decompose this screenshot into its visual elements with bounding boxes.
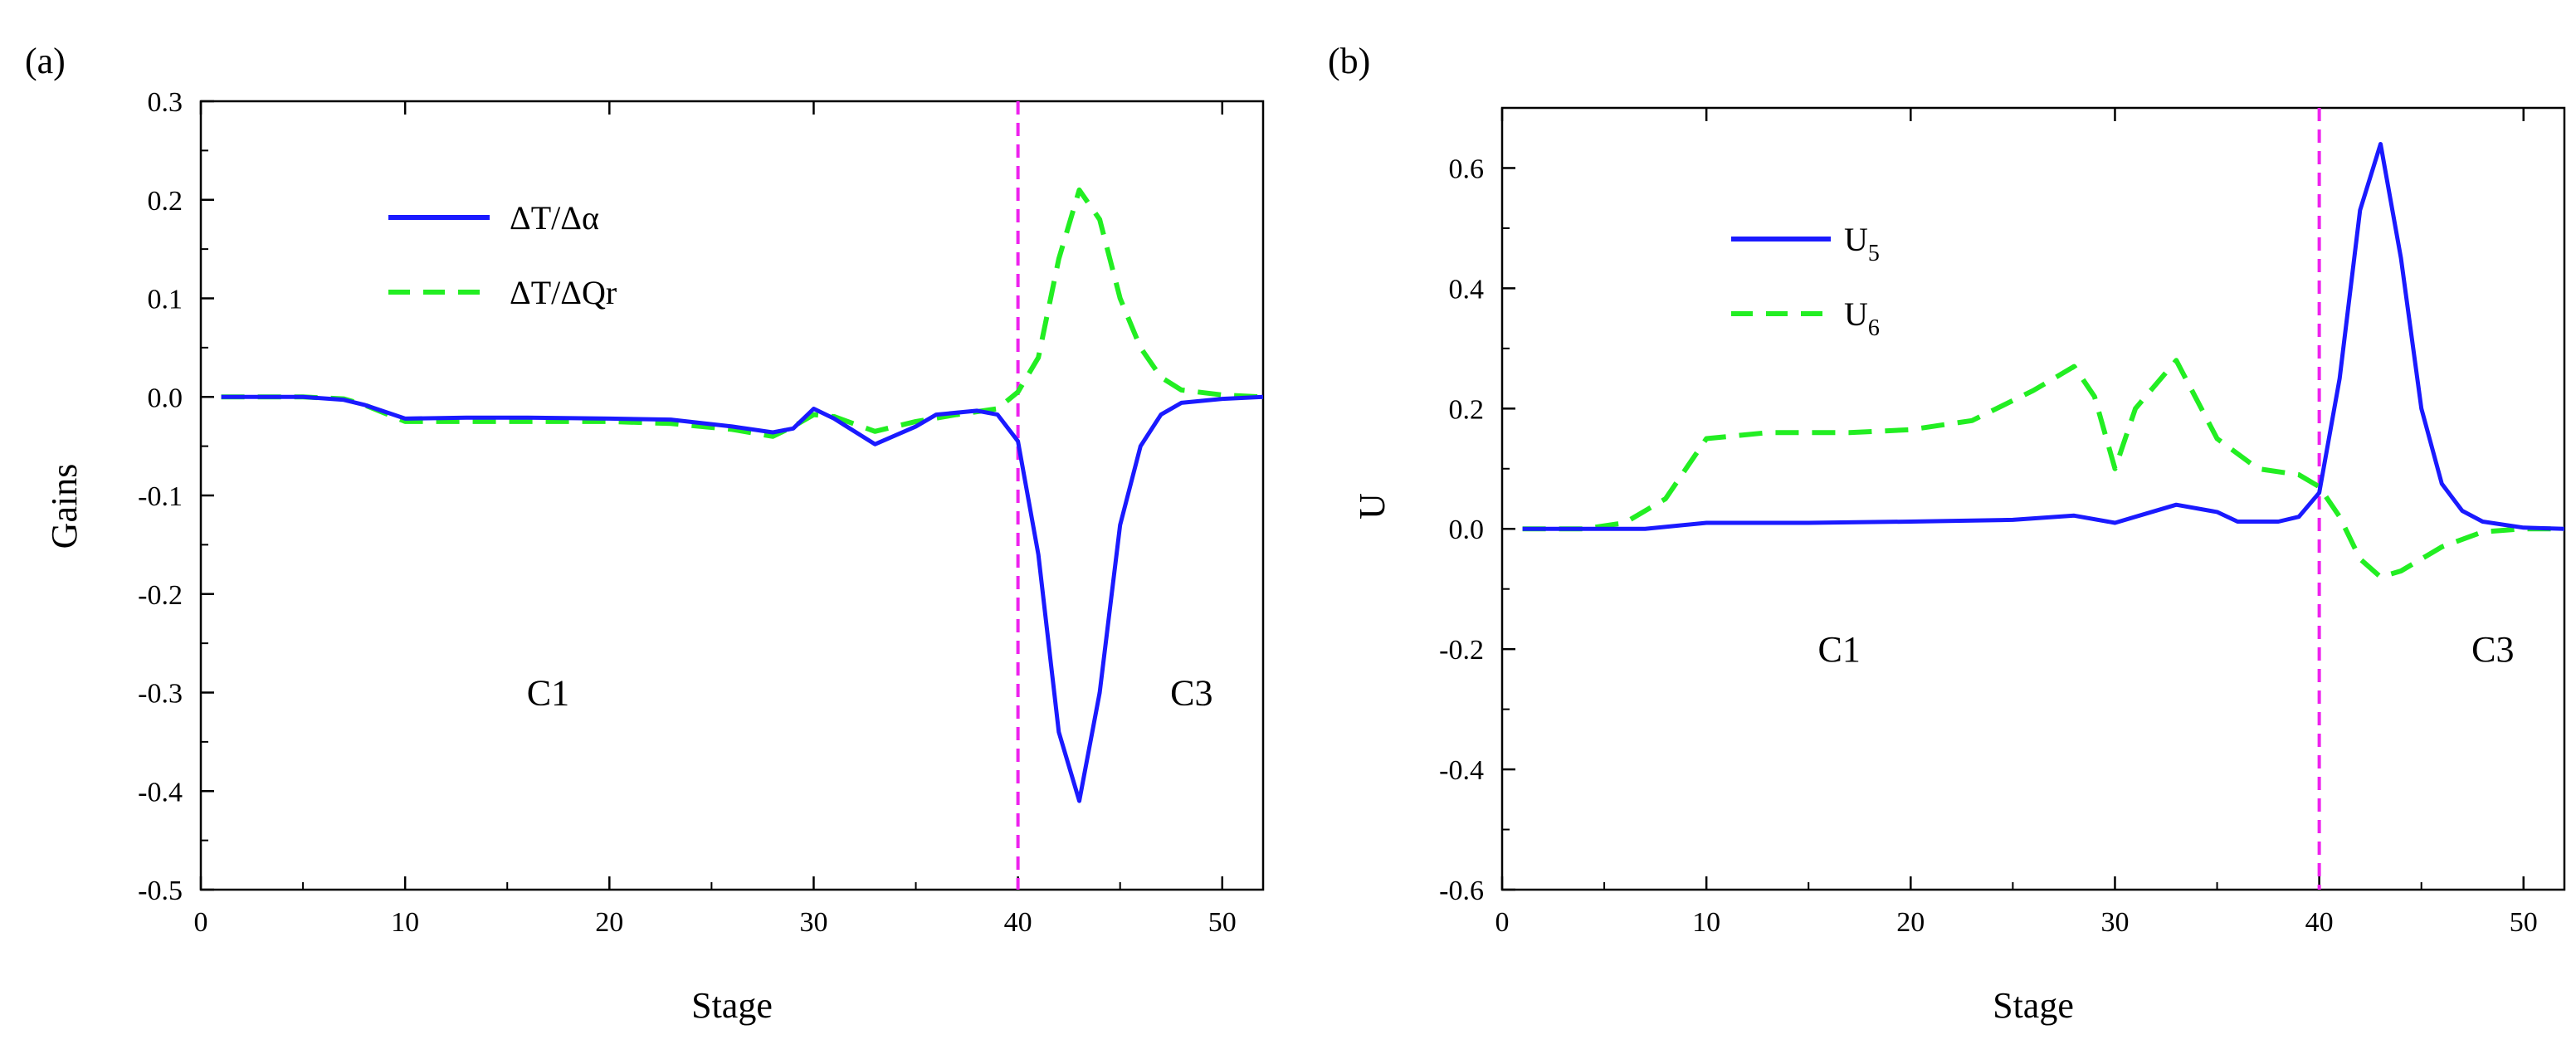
series-line-u6 [1522,358,2564,580]
series-line-dt-dqr [221,187,1264,439]
y-tick-label: -0.2 [1439,635,1484,666]
x-tick-label: 10 [391,907,419,938]
y-tick-label: 0.3 [148,87,183,118]
panel-b-plot-area [1522,108,2565,890]
series-line-u5 [1522,142,2565,531]
y-tick-label: -0.5 [138,876,183,906]
y-tick-label: -0.4 [138,777,183,807]
legend-label-u6-subscript: 6 [1868,315,1880,341]
panel-a: (a) Gains Stage 0 10 20 30 40 50 0.3 0.2 0.1 0.0 -… [25,41,1265,1026]
x-tick-label: 20 [595,907,623,938]
panel-a-x-axis-title: Stage [691,985,773,1026]
panel-a-legend: ΔT/Δα ΔT/ΔQr [388,199,617,311]
panel-b-ticks: 0 10 20 30 40 50 0.6 0.4 0.2 0.0 -0.2 -0.4 -0.6 [1439,106,2566,938]
y-tick-label: 0.4 [1449,274,1485,305]
y-tick-label: 0.6 [1449,154,1485,184]
y-tick-label: -0.3 [138,679,183,710]
panel-b-y-axis-title: U [1352,493,1393,520]
legend-label-dt-dalpha: ΔT/Δα [510,199,599,237]
panel-a-label: (a) [25,41,66,81]
panel-a-ticks: 0 10 20 30 40 50 0.3 0.2 0.1 0.0 -0.1 -0.2 -0.3 -0.4 -… [138,87,1265,938]
panel-a-y-axis-title: Gains [44,464,85,549]
y-tick-label: 0.2 [1449,394,1485,425]
x-tick-label: 0 [1495,907,1510,938]
x-tick-label: 20 [1896,907,1925,938]
panel-b-x-axis-title: Stage [1993,985,2074,1026]
y-tick-label: -0.4 [1439,755,1484,786]
y-tick-label: -0.1 [138,481,183,512]
legend-label-u5: U5 [1844,221,1880,266]
x-tick-label: 0 [194,907,208,938]
y-tick-label: 0.0 [1449,515,1485,545]
panel-b: (b) U Stage 0 10 20 30 40 50 0.6 0.4 0.2 0.0 -0.2 -… [1328,41,2566,1026]
x-tick-label: 10 [1692,907,1720,938]
region-label-c3: C3 [1170,673,1212,714]
x-tick-label: 40 [1004,907,1032,938]
x-tick-label: 40 [2305,907,2334,938]
y-tick-label: 0.2 [148,186,183,217]
y-tick-label: -0.6 [1439,876,1484,906]
y-tick-label: 0.1 [148,285,183,315]
plot-frame [199,100,1265,891]
region-label-c3: C3 [2471,629,2514,670]
plot-frame [1500,106,2566,891]
legend-label-dt-dqr: ΔT/ΔQr [510,274,617,311]
panel-b-label: (b) [1328,41,1370,81]
x-tick-label: 50 [2510,907,2538,938]
x-tick-label: 30 [2100,907,2129,938]
x-tick-label: 50 [1208,907,1237,938]
panel-a-plot-area [221,101,1264,890]
region-label-c1: C1 [1817,629,1860,670]
series-line-dt-dalpha [221,394,1264,803]
x-tick-label: 30 [799,907,827,938]
y-tick-label: 0.0 [148,383,183,413]
region-label-c1: C1 [527,673,569,714]
legend-label-u6: U6 [1844,295,1880,341]
panel-b-legend: U5 U6 [1731,221,1880,341]
legend-label-u6-base: U [1844,295,1868,333]
legend-label-u5-base: U [1844,221,1868,258]
legend-label-u5-subscript: 5 [1868,241,1880,266]
y-tick-label: -0.2 [138,580,183,611]
